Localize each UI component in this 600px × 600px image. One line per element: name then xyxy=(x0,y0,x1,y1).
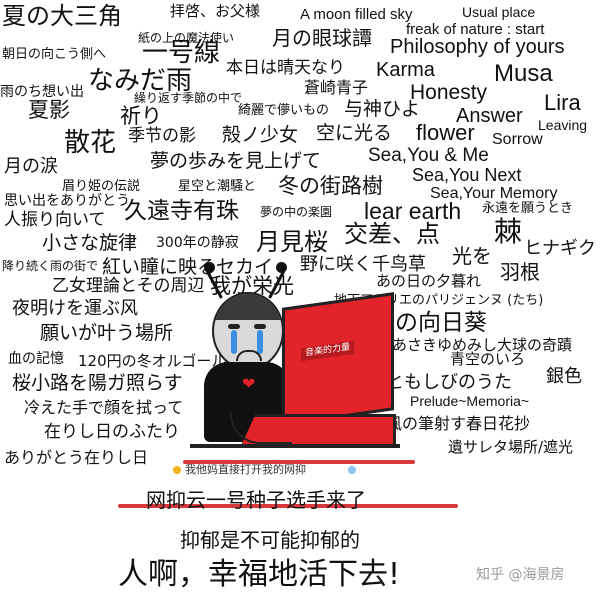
cloud-word: 本日は晴天なり xyxy=(226,58,345,78)
antenna-ball-right xyxy=(276,262,287,273)
eye-left xyxy=(228,324,240,329)
cloud-word: 羽根 xyxy=(500,260,540,284)
tear-right xyxy=(257,330,263,354)
cloud-word: ともしびのうた xyxy=(386,372,512,393)
cloud-word: 散花 xyxy=(64,128,117,158)
cloud-word: 月の涙 xyxy=(4,156,58,177)
cloud-word: ありがとう在りし日 xyxy=(4,448,149,467)
tear-left xyxy=(231,330,237,354)
cloud-word: 人振り向いて xyxy=(4,210,106,230)
cloud-word: 120円の冬オルゴール xyxy=(78,352,227,370)
cloud-word: lear earth xyxy=(364,198,462,224)
crying-face xyxy=(212,292,284,370)
cloud-word: Sorrow xyxy=(492,131,543,148)
cloud-emoji-icon xyxy=(348,466,356,474)
cloud-word: 小さな旋律 xyxy=(42,232,138,254)
caption-line-1: 我他妈直接打开我的网抑 xyxy=(185,463,306,476)
hair xyxy=(214,294,282,320)
emoji-icon xyxy=(173,466,181,474)
cloud-word: 空に光る xyxy=(316,122,393,144)
cloud-word: 遺サレタ場所/遮光 xyxy=(448,438,574,456)
cloud-word: 願いが叶う場所 xyxy=(40,322,174,344)
antenna-ball-left xyxy=(204,262,215,273)
cloud-word: 降り続く雨の街で xyxy=(2,259,99,273)
cloud-word: あの日の夕暮れ xyxy=(376,272,482,290)
cloud-word: 季节の影 xyxy=(128,126,196,146)
cloud-word: 夢の歩みを見上げて xyxy=(150,150,322,172)
laptop-screen: 音楽的力量 xyxy=(282,292,394,426)
cloud-word: 思い出をありがとう xyxy=(4,193,130,209)
strike-line xyxy=(118,504,458,508)
cloud-word: Leaving xyxy=(538,117,588,133)
cloud-word: 雨のち想い出 xyxy=(0,84,84,100)
cloud-word: Philosophy of yours xyxy=(390,36,565,58)
cloud-word: Karma xyxy=(376,59,435,81)
cloud-word: 夢の中の楽園 xyxy=(260,205,333,219)
cloud-word: Sea,Your Memory xyxy=(430,185,558,202)
cloud-word: 月見桜 xyxy=(256,228,328,256)
cloud-word: freak of nature : start xyxy=(406,21,545,38)
cloud-word: 眉り姫の伝説 xyxy=(62,179,141,194)
strike-line xyxy=(183,460,415,464)
cloud-word: Musa xyxy=(494,60,553,87)
cloud-word: 永遠を願うとき xyxy=(482,201,574,216)
cloud-word: 血の記憶 xyxy=(8,351,64,367)
cloud-word: 蒼崎青子 xyxy=(304,78,369,97)
cloud-word: 月の眼球譚 xyxy=(272,26,372,50)
cloud-word: A moon filled sky xyxy=(300,6,413,23)
cloud-word: なみだ雨 xyxy=(88,66,193,96)
cloud-word: 久遠寺有珠 xyxy=(124,198,239,224)
broken-heart-icon: ❤ xyxy=(242,374,256,393)
cloud-word: Honesty xyxy=(410,81,488,104)
desk-line xyxy=(190,444,400,448)
cloud-word: 拝啓、お父様 xyxy=(170,2,261,20)
cloud-word: 棘 xyxy=(494,215,523,248)
cloud-word: 紙の上の魔法使い xyxy=(138,31,235,45)
cloud-word: Sea,You Next xyxy=(412,165,522,185)
cloud-word: ヒナギク xyxy=(524,238,596,259)
cloud-word: 乙女理論とその周辺 xyxy=(52,276,205,296)
cloud-word: 在りし日のふたり xyxy=(44,422,180,442)
cloud-word: Usual place xyxy=(462,4,536,20)
cloud-word: 紅い瞳に映るセカイ xyxy=(102,256,274,278)
cloud-word: 青空のいろ xyxy=(450,350,526,368)
cloud-word: 殻ノ少女 xyxy=(222,124,299,146)
caption-line-2: 网抑云一号种子选手来了 xyxy=(146,488,366,512)
meme-figure: ❤ 音楽的力量 xyxy=(190,262,400,462)
cloud-word: 野に咲く千鸟草 xyxy=(300,254,426,275)
cloud-word: 夏の大三角 xyxy=(2,2,122,30)
cloud-word: 300年の静寂 xyxy=(156,235,239,251)
cloud-word: 繰り返す季節の中で xyxy=(134,91,243,105)
laptop-label: 音楽的力量 xyxy=(301,340,355,362)
caption-line-3: 抑郁是不可能抑郁的 xyxy=(180,528,360,552)
eye-right xyxy=(254,324,266,329)
cloud-word: 冷えた手で顔を拭って xyxy=(24,398,184,417)
mouth xyxy=(236,350,262,361)
cloud-word: 一号線 xyxy=(142,38,221,68)
cloud-word: 銀色 xyxy=(546,366,582,387)
cloud-word: 朝日の向こう側へ xyxy=(2,47,107,62)
caption-line-4: 人啊，幸福地活下去! xyxy=(118,557,401,592)
cloud-word: あさきゆめみし大球の奇蹟 xyxy=(392,336,573,354)
cloud-word: 夜の向日葵 xyxy=(372,310,487,336)
cloud-word: flower xyxy=(416,120,475,145)
cloud-word: 綺麗で儚いもの xyxy=(238,103,330,118)
cloud-word: 夜明けを運ぶ风 xyxy=(12,298,138,319)
cloud-word: 光を xyxy=(452,244,492,268)
cloud-word: 冬の街路樹 xyxy=(278,174,383,198)
cloud-word: Sea,You & Me xyxy=(368,145,489,166)
watermark: 知乎 @海景房 xyxy=(476,567,565,583)
cloud-word: 桜小路を陽ガ照らす xyxy=(12,372,183,394)
cloud-word: 夏影 xyxy=(28,98,70,122)
cloud-word: 祈り xyxy=(120,104,162,128)
cloud-word: Answer xyxy=(456,105,523,127)
cloud-word: 星空と潮騒と xyxy=(178,179,257,194)
cloud-word: Lira xyxy=(544,90,581,115)
cloud-word: 与神ひよ xyxy=(344,98,421,120)
cloud-word: 交差、点 xyxy=(344,220,440,248)
cloud-word: 風の筆射す春日花抄 xyxy=(386,414,531,433)
cloud-word: Prelude~Memoria~ xyxy=(410,393,530,409)
